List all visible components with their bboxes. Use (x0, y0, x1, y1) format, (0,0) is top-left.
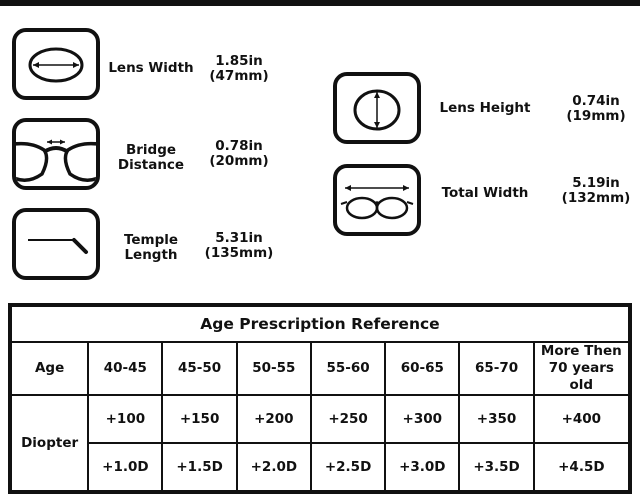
bridge-distance-value: 0.78in (20mm) (196, 139, 282, 169)
total-width-value: 5.19in (132mm) (553, 176, 639, 206)
age-cell: 50-55 (235, 341, 312, 396)
diopter-d-cell: +3.5D (458, 442, 535, 493)
lens-height-inches: 0.74in (572, 93, 620, 109)
age-prescription-table: Age Prescription Reference Age 40-45 45-… (8, 303, 632, 494)
diopter-d-row: +1.0D +1.5D +2.0D +2.5D +3.0D +3.5D +4.5… (10, 442, 632, 493)
total-width-label: Total Width (441, 185, 529, 201)
diopter-header: Diopter (8, 394, 90, 493)
age-cell: 45-50 (161, 341, 238, 396)
total-width-mm: (132mm) (561, 190, 631, 206)
total-width-inches: 5.19in (572, 175, 620, 191)
temple-length-value: 5.31in (135mm) (196, 231, 282, 261)
diopter-d-cell: +1.5D (161, 442, 238, 493)
temple-length-mm: (135mm) (204, 245, 274, 261)
lens-width-label: Lens Width (108, 60, 194, 76)
age-cell: 65-70 (458, 341, 535, 396)
lens-width-mm: (47mm) (209, 68, 269, 84)
age-cell-last: More Then 70 years old (532, 341, 632, 396)
age-cell: 40-45 (87, 341, 164, 396)
diopter-d-cell: +1.0D (87, 442, 164, 493)
age-cell: 60-65 (384, 341, 461, 396)
diopter-cell: +250 (309, 394, 387, 444)
temple-length-icon (12, 208, 100, 280)
lens-height-icon (333, 72, 421, 144)
diopter-cell: +100 (87, 394, 164, 444)
lens-height-mm: (19mm) (566, 108, 626, 124)
bridge-distance-label: Bridge Distance (117, 142, 185, 173)
age-cell: 55-60 (309, 341, 387, 396)
temple-length-inches: 5.31in (215, 230, 263, 246)
age-header: Age (8, 341, 90, 396)
diopter-cell: +200 (235, 394, 312, 444)
lens-width-inches: 1.85in (215, 53, 263, 69)
diopter-d-cell: +4.5D (532, 442, 632, 493)
temple-length-label: Temple Length (123, 232, 179, 263)
bridge-distance-mm: (20mm) (209, 153, 269, 169)
top-bar (0, 0, 640, 6)
diopter-d-cell: +2.0D (235, 442, 312, 493)
diopter-d-cell: +2.5D (309, 442, 387, 493)
lens-height-label: Lens Height (439, 100, 531, 116)
diopter-cell: +300 (384, 394, 461, 444)
total-width-icon (333, 164, 421, 236)
lens-height-value: 0.74in (19mm) (553, 94, 639, 124)
age-row: Age 40-45 45-50 50-55 55-60 60-65 65-70 … (8, 341, 632, 396)
lens-width-icon (12, 28, 100, 100)
bridge-distance-icon (12, 118, 100, 190)
lens-width-value: 1.85in (47mm) (196, 54, 282, 84)
diopter-cell: +350 (458, 394, 535, 444)
diopter-d-cell: +3.0D (384, 442, 461, 493)
diopter-cell: +150 (161, 394, 238, 444)
table-title: Age Prescription Reference (9, 304, 631, 343)
diopter-row: Diopter +100 +150 +200 +250 +300 +350 +4… (8, 394, 632, 493)
bridge-distance-inches: 0.78in (215, 138, 263, 154)
diopter-cell: +400 (532, 394, 632, 444)
